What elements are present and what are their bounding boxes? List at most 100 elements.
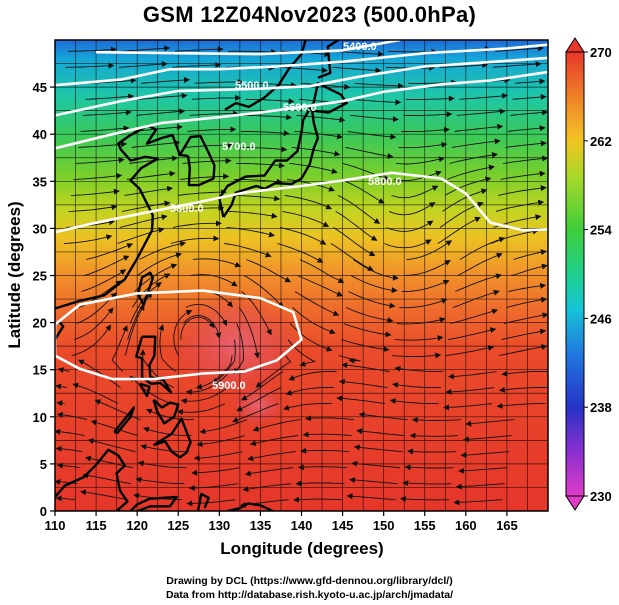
streamline (126, 170, 176, 180)
x-tick-label: 120 (126, 518, 148, 533)
streamline (495, 45, 545, 52)
streamline (453, 499, 503, 506)
map-title: GSM 12Z04Nov2023 (500.0hPa) (142, 2, 477, 27)
streamline (291, 146, 341, 157)
streamline (182, 157, 232, 164)
streamline (498, 185, 547, 196)
y-tick-label: 10 (33, 410, 47, 425)
streamline (252, 419, 301, 432)
streamline (56, 462, 80, 469)
streamline (452, 289, 500, 308)
streamline (299, 259, 345, 283)
streamline (82, 109, 132, 116)
y-tick-label: 0 (40, 504, 47, 519)
streamline (90, 419, 139, 437)
y-tick-label: 25 (33, 269, 47, 284)
streamline (177, 403, 226, 415)
streamline (393, 170, 442, 182)
streamline (180, 387, 228, 405)
streamline (67, 46, 117, 53)
streamline (351, 460, 401, 469)
streamline (282, 210, 330, 227)
streamline (400, 126, 450, 133)
streamline (397, 317, 446, 325)
streamline (386, 220, 434, 232)
streamline (338, 378, 388, 389)
streamline (245, 98, 295, 105)
streamline (174, 46, 224, 53)
streamline (244, 467, 294, 477)
streamline (411, 416, 461, 423)
coastline-china-coast (55, 124, 182, 310)
streamline (111, 325, 128, 372)
streamline (87, 438, 136, 453)
streamline (292, 307, 336, 335)
contour-line-5500 (55, 43, 548, 87)
streamline (180, 316, 215, 340)
streamline (454, 123, 504, 132)
footer-credit-dcl: Drawing by DCL (https://www.gfd-dennou.o… (166, 575, 453, 587)
streamline (501, 370, 548, 377)
x-tick-label: 125 (167, 518, 189, 533)
streamline (71, 324, 112, 357)
streamline (457, 252, 503, 276)
streamline (459, 236, 506, 260)
streamline (349, 114, 399, 123)
streamline (238, 307, 260, 359)
streamline (184, 142, 234, 149)
contour-line-5400 (96, 40, 401, 56)
streamline (231, 194, 281, 202)
colorbar-ticks: 230 238 246 254 262 270 (584, 45, 612, 504)
colorbar: 230 238 246 254 262 270 (565, 37, 612, 511)
x-tick-label: 110 (45, 518, 66, 533)
streamline (231, 403, 279, 423)
streamline (350, 275, 398, 294)
streamline (496, 402, 546, 409)
streamline (199, 419, 248, 435)
y-tick-label: 20 (33, 316, 47, 331)
streamline (136, 252, 183, 276)
coastline-luzon (135, 335, 173, 394)
streamline (141, 76, 191, 84)
streamline (405, 95, 455, 102)
x-tick-label: 130 (208, 518, 230, 533)
streamline (158, 324, 177, 372)
streamline (196, 435, 245, 448)
streamline (192, 258, 242, 268)
streamline (139, 240, 187, 260)
streamline (247, 451, 296, 462)
streamline (288, 370, 337, 381)
streamline (503, 155, 548, 164)
streamline (243, 114, 293, 121)
y-tick-label: 30 (33, 221, 47, 236)
coastline-borneo (55, 448, 129, 511)
streamline (249, 435, 299, 447)
streamline (226, 227, 275, 238)
streamline (334, 50, 384, 58)
streamline (119, 214, 168, 228)
colorbar-tick-label: 270 (590, 45, 612, 60)
contour-label-5500: 5500.0 (235, 80, 269, 92)
streamline (391, 185, 439, 199)
x-tick-label: 145 (332, 518, 354, 533)
streamline (77, 359, 121, 388)
streamline (407, 448, 457, 455)
coastline-mindoro (138, 382, 151, 398)
streamline (173, 309, 193, 356)
streamline (343, 323, 392, 338)
streamline (172, 62, 222, 69)
streamline (68, 204, 118, 212)
streamline (347, 130, 397, 140)
streamline (283, 403, 332, 411)
streamline (138, 92, 188, 100)
coastlines (55, 40, 348, 511)
colorbar-tick-label: 262 (590, 134, 612, 149)
coastline-taiwan (136, 271, 154, 306)
streamline (185, 371, 231, 396)
streamline (224, 243, 272, 258)
colorbar-tick-label: 238 (590, 400, 612, 415)
streamline (392, 381, 441, 389)
colorbar-bottom-triangle (565, 495, 585, 511)
streamline (121, 200, 171, 212)
